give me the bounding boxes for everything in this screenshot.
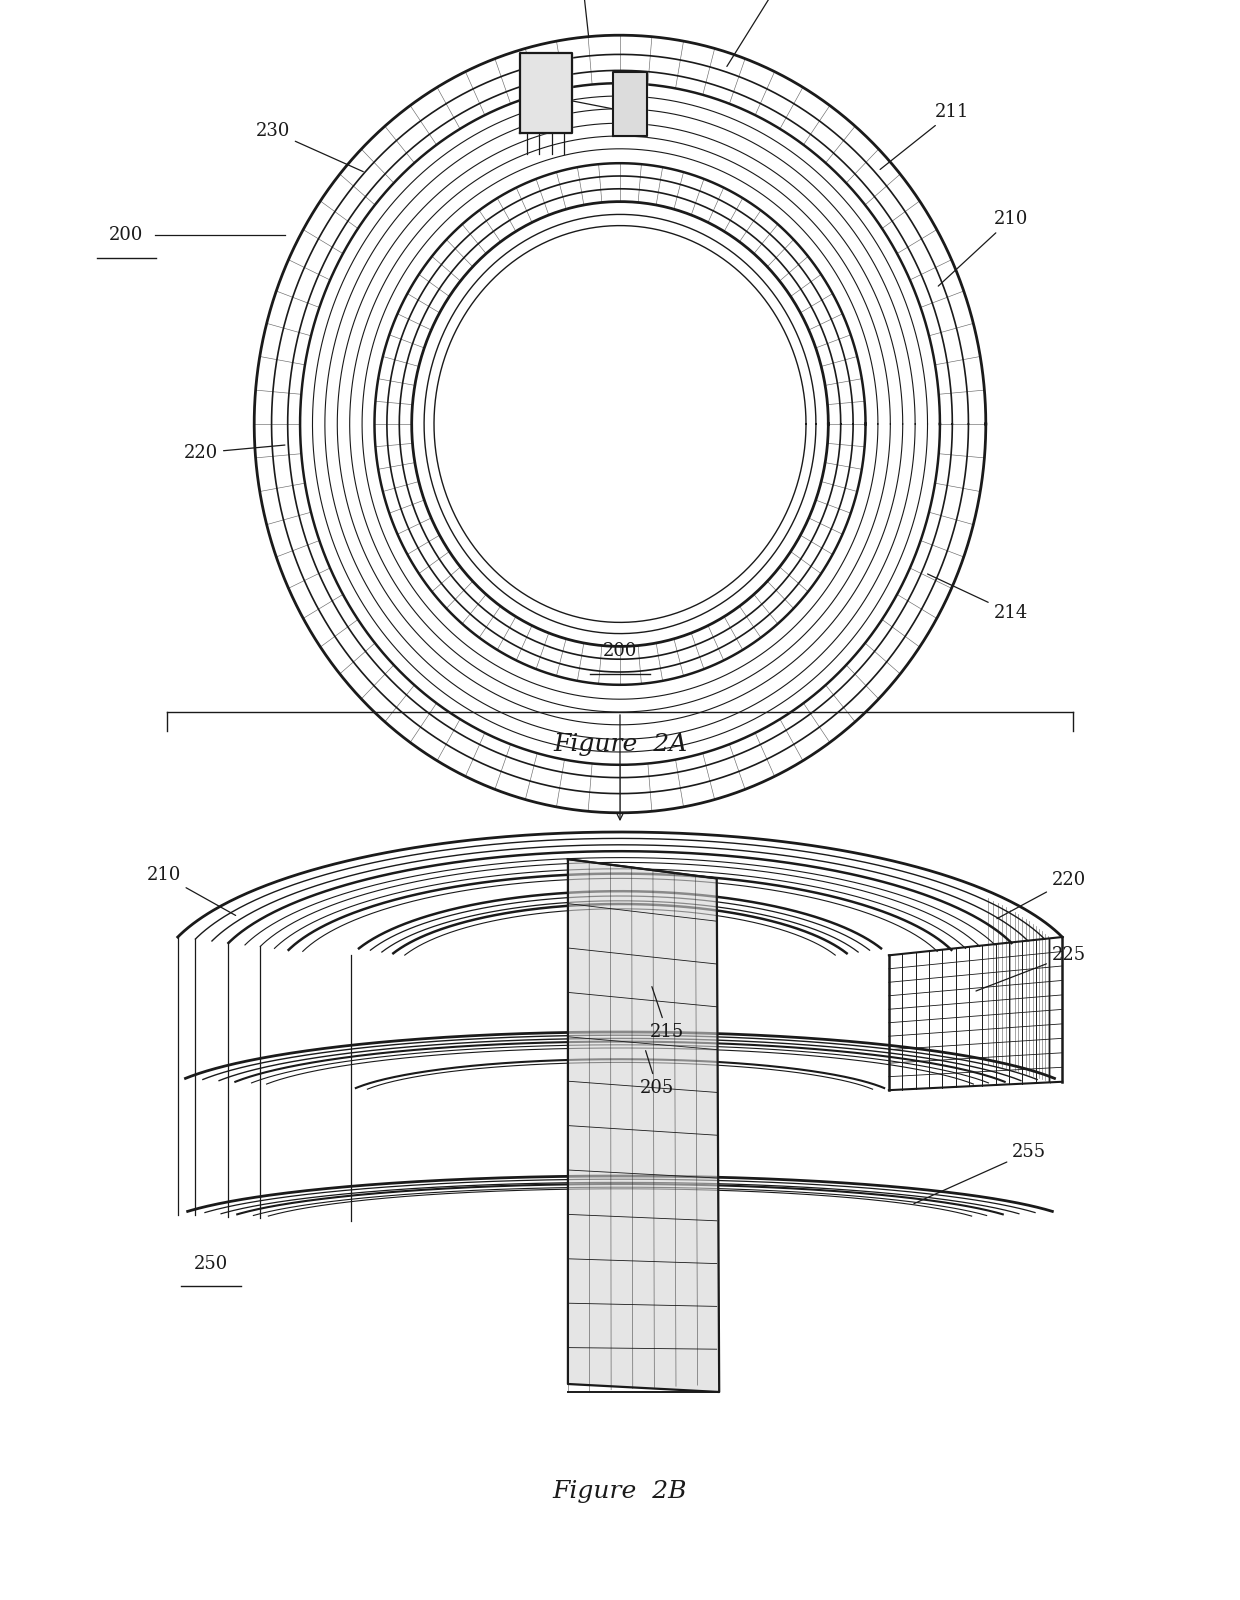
Text: 210: 210 — [146, 866, 236, 915]
Polygon shape — [568, 859, 719, 1392]
Text: 200: 200 — [603, 642, 637, 661]
Text: 200: 200 — [109, 226, 144, 245]
Text: 255: 255 — [914, 1142, 1047, 1203]
Text: 250: 250 — [193, 1254, 228, 1274]
Polygon shape — [613, 72, 647, 136]
Text: 214: 214 — [928, 574, 1028, 622]
Text: 205: 205 — [559, 0, 594, 37]
Text: Figure  2B: Figure 2B — [553, 1480, 687, 1502]
Text: Figure  2A: Figure 2A — [553, 733, 687, 755]
Text: 220: 220 — [184, 443, 285, 462]
Text: 225: 225 — [976, 946, 1086, 990]
Text: 210: 210 — [939, 210, 1028, 286]
Text: 211: 211 — [880, 102, 970, 170]
Text: 230: 230 — [255, 122, 363, 171]
Text: 205: 205 — [640, 1051, 675, 1098]
Text: 220: 220 — [997, 870, 1086, 918]
Text: 215: 215 — [650, 987, 684, 1042]
Polygon shape — [520, 53, 572, 133]
Text: 225: 225 — [727, 0, 799, 67]
